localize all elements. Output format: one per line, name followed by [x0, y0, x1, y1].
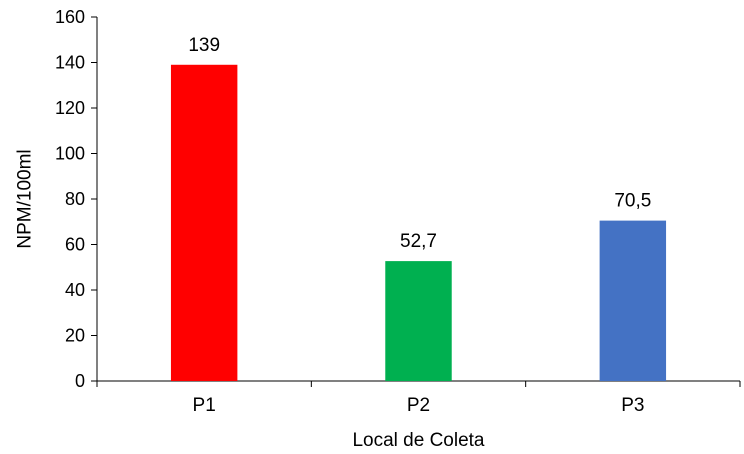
- bars: 139 52,7 70,5: [170, 35, 667, 382]
- x-tick-label: P3: [621, 395, 644, 416]
- x-axis-title: Local de Coleta: [352, 430, 484, 451]
- x-axis: P1 P2 P3: [96, 380, 741, 416]
- y-tick-label: 40: [65, 280, 85, 300]
- data-label: 139: [188, 35, 220, 56]
- y-tick-label: 160: [55, 7, 85, 27]
- data-label: 52,7: [400, 231, 437, 252]
- y-axis-title: NPM/100ml: [15, 149, 36, 248]
- y-tick-label: 0: [75, 371, 85, 391]
- x-tick-label: P2: [407, 395, 430, 416]
- y-tick-label: 120: [55, 98, 85, 118]
- bar-p1: [170, 64, 238, 382]
- y-tick-label: 100: [55, 144, 85, 164]
- y-tick-label: 80: [65, 189, 85, 209]
- data-label: 70,5: [614, 191, 651, 212]
- y-tick-label: 20: [65, 326, 85, 346]
- y-axis: 0 20 40 60 80 100 120 140 160: [55, 7, 98, 391]
- y-tick-label: 60: [65, 235, 85, 255]
- x-tick-label: P1: [193, 395, 216, 416]
- bar-p2: [385, 261, 452, 381]
- y-tick-label: 140: [55, 53, 85, 73]
- bar-p3: [599, 220, 667, 381]
